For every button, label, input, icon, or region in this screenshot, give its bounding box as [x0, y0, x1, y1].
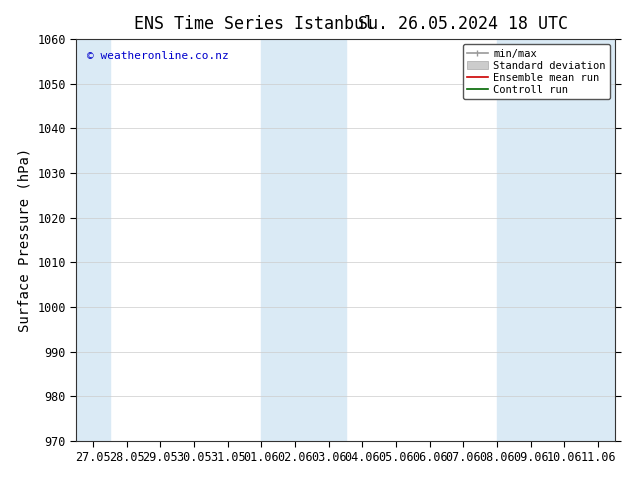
Text: Su. 26.05.2024 18 UTC: Su. 26.05.2024 18 UTC — [358, 15, 568, 33]
Text: © weatheronline.co.nz: © weatheronline.co.nz — [87, 51, 229, 61]
Legend: min/max, Standard deviation, Ensemble mean run, Controll run: min/max, Standard deviation, Ensemble me… — [463, 45, 610, 99]
Bar — [261, 39, 312, 441]
Bar — [548, 39, 615, 441]
Bar — [312, 39, 346, 441]
Bar — [76, 39, 110, 441]
Y-axis label: Surface Pressure (hPa): Surface Pressure (hPa) — [18, 148, 32, 332]
Bar — [497, 39, 548, 441]
Text: ENS Time Series Istanbul: ENS Time Series Istanbul — [134, 15, 373, 33]
